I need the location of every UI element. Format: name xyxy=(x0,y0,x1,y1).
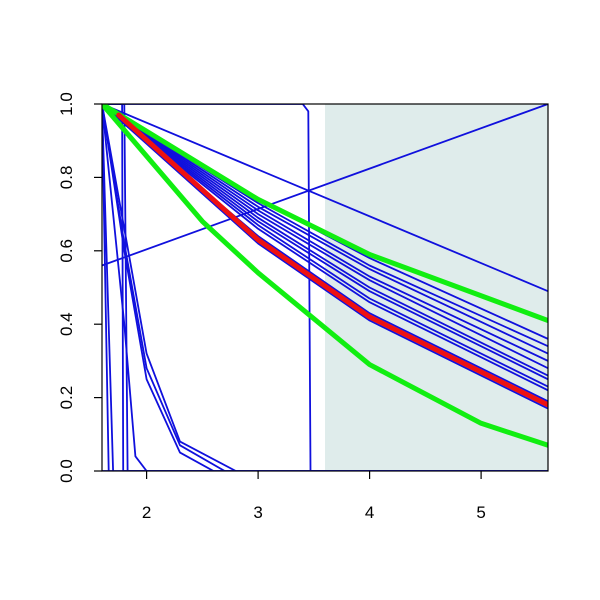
y-tick-label: 0.2 xyxy=(57,386,76,410)
y-tick-label: 1.0 xyxy=(57,92,76,116)
series-line-17 xyxy=(102,104,148,471)
series-line-7 xyxy=(102,104,548,370)
x-tick-label: 2 xyxy=(142,503,151,522)
series-line-21 xyxy=(102,104,548,471)
x-tick-label: 4 xyxy=(365,503,374,522)
series-line-16 xyxy=(102,104,110,471)
series-line-19 xyxy=(102,104,226,471)
x-tick-label: 5 xyxy=(476,503,485,522)
series-line-26 xyxy=(102,104,548,448)
y-tick-label: 0.8 xyxy=(57,166,76,190)
series-line-27 xyxy=(116,112,548,408)
series-line-25 xyxy=(102,104,548,323)
y-tick-label: 0.6 xyxy=(57,239,76,263)
series-line-2 xyxy=(102,104,548,293)
series-line-11 xyxy=(102,104,548,392)
x-tick-label: 3 xyxy=(253,503,262,522)
series-line-1 xyxy=(102,104,548,267)
series-group xyxy=(102,104,548,471)
series-line-23 xyxy=(102,104,321,471)
series-line-14 xyxy=(102,104,548,410)
series-line-22 xyxy=(102,104,129,471)
series-line-10 xyxy=(102,104,548,388)
plot-frame xyxy=(101,103,549,472)
series-line-9 xyxy=(102,104,548,381)
y-tick-label: 0.0 xyxy=(57,459,76,483)
series-line-5 xyxy=(102,104,548,355)
series-line-8 xyxy=(102,104,548,377)
axes: 2 3 4 5 0.0 0.2 0.4 0.6 0.8 1.0 xyxy=(57,92,486,522)
series-line-20 xyxy=(102,104,237,471)
series-line-6 xyxy=(102,104,548,362)
y-tick-label: 0.4 xyxy=(57,312,76,336)
